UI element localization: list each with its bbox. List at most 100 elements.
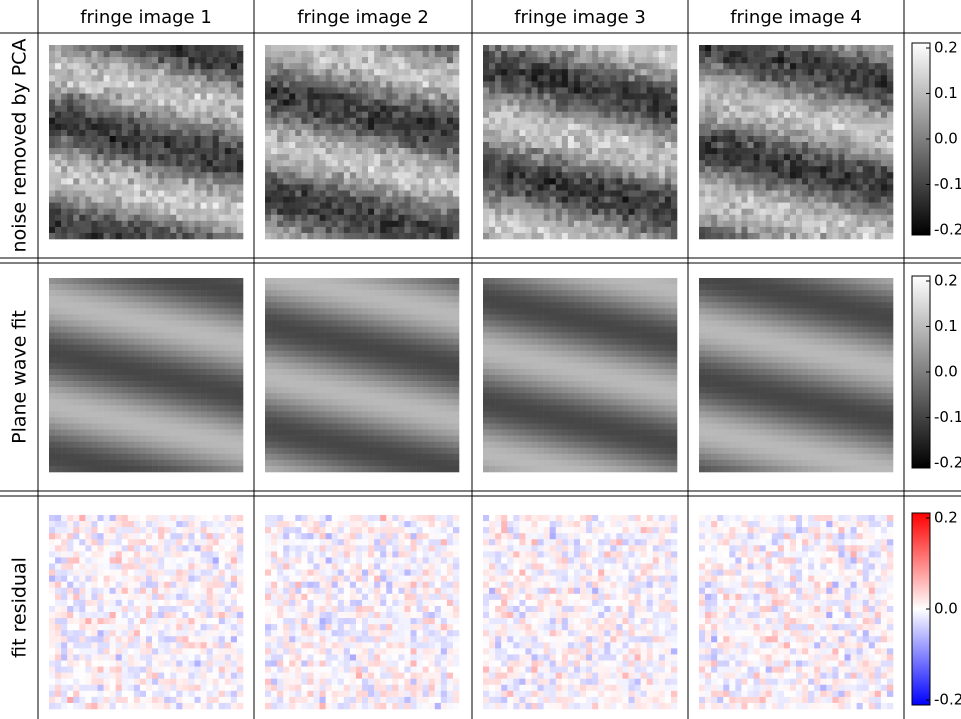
pixel	[538, 215, 544, 221]
pixel	[85, 106, 91, 112]
pixel	[778, 197, 784, 203]
pixel	[832, 184, 838, 190]
pixel	[91, 436, 97, 442]
pixel	[711, 221, 717, 227]
pixel	[201, 302, 207, 308]
pixel	[851, 203, 857, 209]
pixel	[85, 442, 91, 448]
pixel	[49, 284, 55, 290]
pixel	[140, 351, 146, 357]
pixel	[67, 191, 73, 197]
pixel	[67, 278, 73, 284]
pixel	[237, 166, 243, 172]
pixel	[610, 221, 616, 227]
pixel	[647, 100, 653, 106]
pixel	[392, 112, 398, 118]
pixel	[188, 375, 194, 381]
pixel	[79, 357, 85, 363]
pixel	[67, 172, 73, 178]
pixel	[61, 45, 67, 51]
pixel	[851, 154, 857, 160]
pixel	[73, 154, 79, 160]
pixel	[55, 369, 61, 375]
pixel	[182, 411, 188, 417]
pixel	[225, 166, 231, 172]
pixel	[417, 81, 423, 87]
pixel	[134, 284, 140, 290]
pixel	[766, 130, 772, 136]
pixel	[659, 130, 665, 136]
pixel	[314, 106, 320, 112]
pixel	[544, 57, 550, 63]
pixel	[519, 75, 525, 81]
pixel	[134, 442, 140, 448]
pixel	[362, 184, 368, 190]
pixel	[176, 154, 182, 160]
pixel	[441, 63, 447, 69]
pixel	[659, 166, 665, 172]
pixel	[301, 178, 307, 184]
pixel	[356, 221, 362, 227]
pixel	[483, 178, 489, 184]
pixel	[225, 148, 231, 154]
pixel	[711, 191, 717, 197]
pixel	[49, 393, 55, 399]
pixel	[49, 75, 55, 81]
pixel	[283, 148, 289, 154]
pixel	[344, 87, 350, 93]
pixel	[207, 284, 213, 290]
pixel	[49, 69, 55, 75]
pixel	[374, 112, 380, 118]
pixel	[146, 351, 152, 357]
pixel	[176, 81, 182, 87]
pixel	[301, 63, 307, 69]
pixel	[513, 215, 519, 221]
pixel	[146, 284, 152, 290]
pixel	[802, 227, 808, 233]
pixel	[170, 333, 176, 339]
pixel	[362, 130, 368, 136]
pixel	[79, 290, 85, 296]
pixel	[820, 136, 826, 142]
pixel	[158, 130, 164, 136]
pixel	[826, 87, 832, 93]
pixel	[170, 369, 176, 375]
pixel	[207, 209, 213, 215]
pixel	[525, 148, 531, 154]
pixel	[875, 178, 881, 184]
pixel	[207, 160, 213, 166]
pixel	[140, 381, 146, 387]
pixel	[146, 399, 152, 405]
pixel	[146, 69, 152, 75]
pixel	[219, 284, 225, 290]
pixel	[91, 142, 97, 148]
pixel	[489, 63, 495, 69]
pixel	[429, 100, 435, 106]
pixel	[875, 118, 881, 124]
pixel	[67, 411, 73, 417]
pixel	[386, 215, 392, 221]
pixel	[869, 87, 875, 93]
pixel	[122, 369, 128, 375]
pixel	[808, 136, 814, 142]
pixel	[851, 148, 857, 154]
pixel	[398, 166, 404, 172]
pixel	[622, 124, 628, 130]
pixel	[766, 124, 772, 130]
pixel	[67, 405, 73, 411]
pixel	[213, 320, 219, 326]
pixel	[79, 130, 85, 136]
pixel	[717, 203, 723, 209]
pixel	[538, 209, 544, 215]
pixel	[182, 424, 188, 430]
pixel	[98, 405, 104, 411]
pixel	[386, 184, 392, 190]
pixel	[538, 130, 544, 136]
pixel	[863, 197, 869, 203]
pixel	[344, 106, 350, 112]
pixel	[586, 191, 592, 197]
pixel	[671, 227, 677, 233]
pixel	[277, 233, 283, 239]
pixel	[219, 142, 225, 148]
pixel	[307, 166, 313, 172]
